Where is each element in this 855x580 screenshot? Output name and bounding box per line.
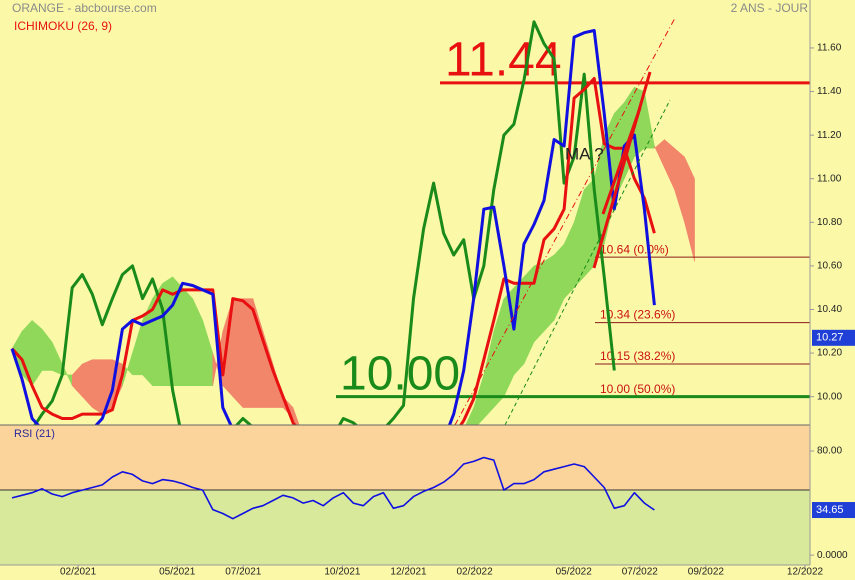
fibonacci-label: 10.00 (50.0%): [600, 382, 675, 396]
price-panel: 10.64 (0.0%) 10.34 (23.6%) 10.15 (38.2%) 10…: [10, 20, 810, 425]
rsi-upper-band: [0, 425, 810, 491]
trend-line: [504, 99, 671, 425]
annotation: MA ?: [565, 144, 604, 163]
cloud-segment: [543, 254, 555, 332]
x-tick-label: 05/2022: [556, 567, 593, 578]
y-tick-label: 11.00: [817, 173, 842, 184]
level-label: 10.00: [340, 347, 460, 400]
x-tick-label: 05/2021: [159, 567, 196, 578]
rsi-lower-band: [0, 490, 810, 565]
cloud-segment: [92, 359, 103, 415]
series-line: [10, 77, 656, 425]
rsi-title: RSI (21): [14, 428, 55, 440]
y-tick-label: 10.00: [817, 391, 842, 402]
cloud-segment: [182, 287, 193, 387]
x-tick-label: 02/2022: [457, 567, 494, 578]
rsi-marker-label: 34.65: [816, 504, 844, 516]
cloud-segment: [583, 178, 595, 278]
x-tick-label: 10/2021: [324, 567, 361, 578]
cloud-segment: [465, 407, 474, 425]
y-tick-label: 11.20: [817, 130, 842, 141]
rsi-marker: [812, 502, 855, 519]
cloud-segment: [684, 156, 695, 262]
series-line: [33, 20, 616, 425]
y-tick-label: 10.40: [817, 304, 842, 315]
x-tick-label: 07/2021: [225, 567, 262, 578]
cloud-segment: [232, 298, 244, 409]
fibonacci-label: 10.15 (38.2%): [600, 349, 675, 363]
series-line: [10, 29, 656, 425]
fibonacci-label: 10.64 (0.0%): [600, 242, 669, 256]
trend-line: [601, 107, 642, 215]
indicator-title: ICHIMOKU (26, 9): [14, 19, 112, 33]
x-tick-label: 02/2021: [60, 567, 97, 578]
period: 2 ANS - JOUR: [731, 1, 809, 15]
rsi-panel: [0, 425, 810, 565]
chart-title: ORANGE - abcbourse.com: [12, 1, 157, 15]
drawings: [454, 17, 676, 425]
x-tick-label: 07/2022: [622, 567, 659, 578]
y-tick-label: 10.80: [817, 217, 842, 228]
x-tick-label: 12/2022: [787, 567, 824, 578]
x-tick-label: 12/2021: [390, 567, 427, 578]
y-tick-label: 11.60: [817, 43, 842, 54]
y-tick-label: 11.40: [817, 86, 842, 97]
rsi-line: [11, 456, 655, 520]
x-tick-label: 09/2022: [688, 567, 725, 578]
rsi-plot: [11, 456, 655, 520]
price-marker-label: 10.27: [816, 332, 844, 344]
cloud-segment: [242, 298, 254, 408]
y-tick-label: 80.00: [817, 446, 842, 457]
y-tick-label: 10.20: [817, 348, 842, 359]
cloud-segment: [292, 407, 300, 425]
trend-line: [592, 71, 652, 269]
y-tick-label: 0.0000: [817, 550, 848, 561]
price-marker: [812, 329, 855, 346]
y-tick-label: 10.60: [817, 261, 842, 272]
fibonacci-label: 10.34 (23.6%): [600, 308, 675, 322]
